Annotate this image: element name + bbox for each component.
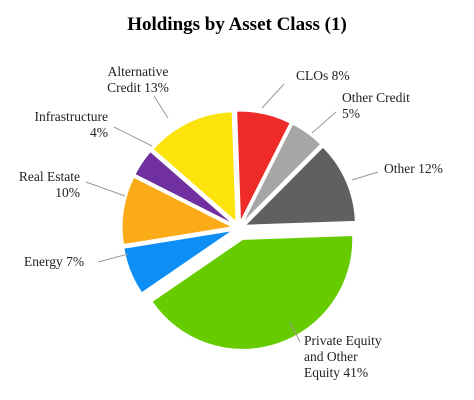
pie-slice-private-equity-and-other-equity bbox=[151, 235, 354, 350]
pie-slice-infrastructure bbox=[134, 150, 234, 225]
pie-slice-alternative-credit bbox=[152, 111, 237, 223]
pie-slice-other bbox=[244, 146, 356, 226]
pie-slice-real-estate bbox=[121, 176, 234, 246]
slice-label-line: Energy 7% bbox=[24, 254, 84, 269]
leader-line-other-credit bbox=[311, 111, 337, 134]
slice-label-other: Other 12% bbox=[384, 161, 443, 176]
leader-line-private-equity-and-other-equity bbox=[289, 321, 301, 343]
slice-label-line: Other 12% bbox=[384, 161, 443, 176]
slice-label-line: CLOs 8% bbox=[296, 68, 350, 83]
slice-label-energy: Energy 7% bbox=[24, 254, 84, 269]
leader-line-real-estate bbox=[85, 181, 126, 197]
pie-slice-clos bbox=[236, 110, 291, 222]
leader-line-clos bbox=[261, 83, 285, 109]
slice-label-clos: CLOs 8% bbox=[296, 68, 350, 83]
leader-line-alternative-credit bbox=[153, 95, 169, 119]
leader-line-other bbox=[351, 171, 379, 181]
slice-label-line: 10% bbox=[55, 185, 80, 200]
slice-label-line: Equity 41% bbox=[304, 365, 368, 380]
slice-label-private-equity-and-other-equity: Private Equity and Other Equity 41% bbox=[304, 333, 382, 380]
slice-label-other-credit: Other Credit 5% bbox=[342, 90, 410, 121]
slice-label-line: and Other bbox=[304, 349, 358, 364]
slice-label-line: 5% bbox=[342, 106, 360, 121]
slice-label-infrastructure: Infrastructure 4% bbox=[35, 109, 108, 140]
pie-slice-other-credit bbox=[242, 123, 322, 223]
slice-label-line: Credit 13% bbox=[107, 80, 169, 95]
slice-label-alternative-credit: Alternative Credit 13% bbox=[107, 64, 169, 95]
chart-title: Holdings by Asset Class (1) bbox=[127, 14, 347, 35]
leader-line-energy bbox=[97, 253, 129, 263]
leader-line-infrastructure bbox=[113, 126, 153, 147]
slice-label-line: Alternative bbox=[108, 64, 169, 79]
slice-label-real-estate: Real Estate 10% bbox=[19, 169, 80, 200]
slice-label-line: 4% bbox=[90, 125, 108, 140]
slice-label-line: Infrastructure bbox=[35, 109, 108, 124]
slice-label-line: Private Equity bbox=[304, 333, 382, 348]
slice-label-line: Other Credit bbox=[342, 90, 410, 105]
pie-slice-energy bbox=[123, 230, 233, 294]
slice-label-line: Real Estate bbox=[19, 169, 80, 184]
